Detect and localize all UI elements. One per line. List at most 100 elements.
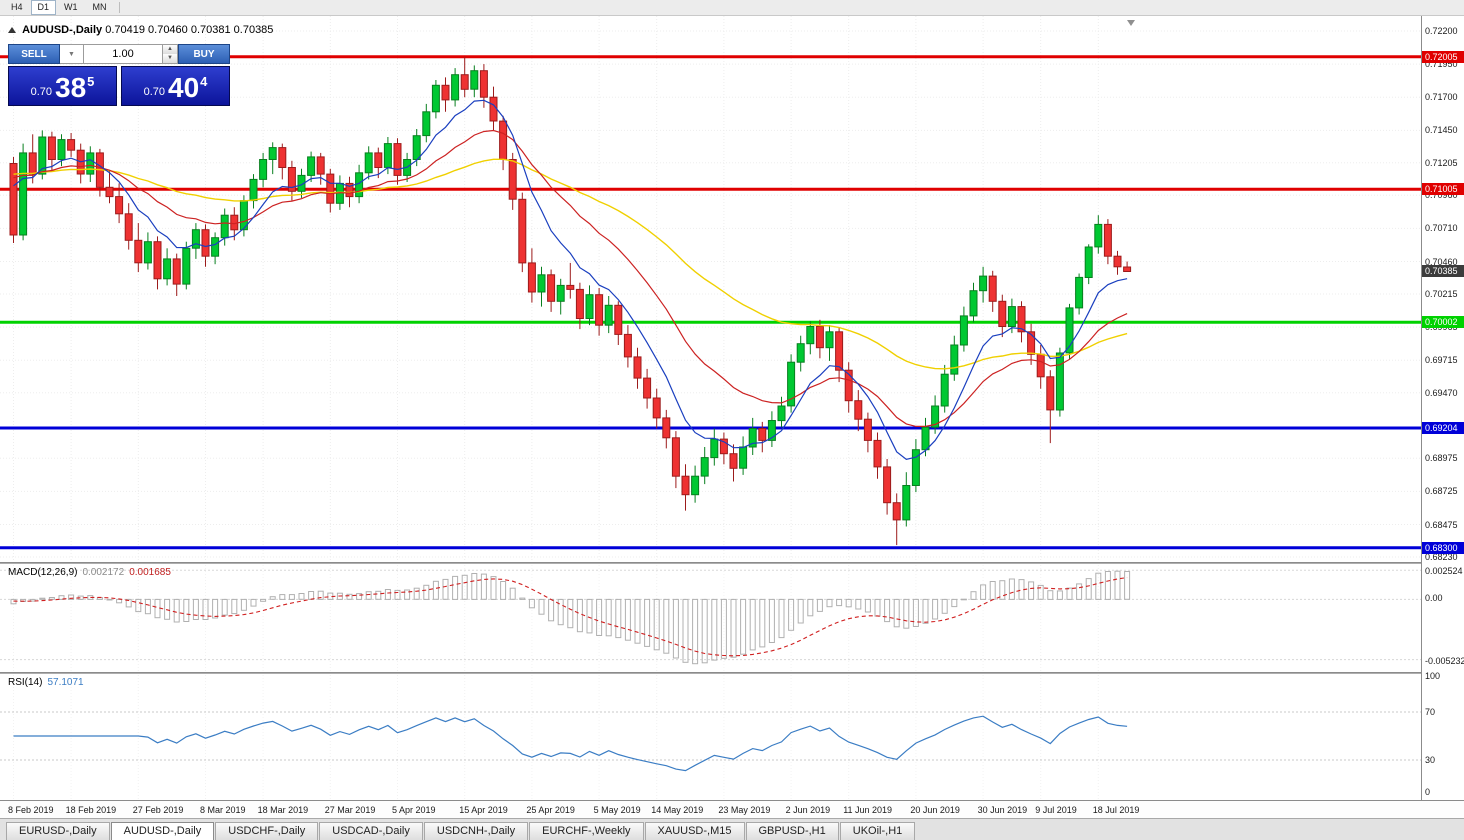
sell-price-prefix: 0.70 (30, 86, 53, 98)
date-axis-label: 5 Apr 2019 (392, 805, 436, 815)
current-price-badge: 0.70385 (1422, 265, 1464, 278)
macd-axis-zero: 0.00 (1425, 593, 1443, 604)
price-axis-tick: 0.70215 (1425, 288, 1458, 299)
date-axis-label: 27 Mar 2019 (324, 805, 376, 815)
sell-price-tile[interactable]: 0.70 38 5 (8, 66, 117, 106)
symbol-tab-eurchf-weekly[interactable]: EURCHF-,Weekly (529, 822, 644, 840)
date-axis-label: 11 Jun 2019 (843, 805, 893, 815)
volume-spinner: ▲ ▼ (163, 44, 178, 64)
date-axis-label: 2 Jun 2019 (785, 805, 831, 815)
symbol-tab-audusd-daily[interactable]: AUDUSD-,Daily (110, 822, 215, 840)
price-axis-tick: 0.71700 (1425, 92, 1458, 103)
date-axis-label: 18 Jul 2019 (1092, 805, 1140, 815)
timeframe-button-mn[interactable]: MN (92, 2, 107, 12)
sell-button[interactable]: SELL (8, 44, 60, 64)
symbol-tab-eurusd-daily[interactable]: EURUSD-,Daily (6, 822, 110, 840)
date-axis-label: 20 Jun 2019 (910, 805, 960, 815)
macd-axis-top: 0.002524 (1425, 566, 1463, 576)
rsi-axis-70: 70 (1425, 707, 1436, 717)
macd-panel-canvas[interactable] (0, 562, 1422, 672)
sell-price-sup: 5 (87, 74, 95, 89)
date-axis-label: 30 Jun 2019 (977, 805, 1028, 815)
level-price-badge: 0.72005 (1422, 50, 1464, 63)
price-axis-tick: 0.68725 (1425, 486, 1458, 497)
rsi-name: RSI(14) (8, 677, 43, 688)
chart-shift-marker-icon[interactable] (1127, 20, 1135, 26)
chart-window[interactable]: AUDUSD-,Daily 0.70419 0.70460 0.70381 0.… (0, 16, 1464, 840)
price-axis[interactable]: 0.002524 0.00 -0.0052324 100 70 30 0 0.7… (1421, 16, 1464, 800)
symbol-tab-usdcnh-daily[interactable]: USDCNH-,Daily (423, 822, 529, 840)
timeframe-button-h4[interactable]: H4 (11, 2, 23, 12)
volume-down-icon[interactable]: ▼ (163, 54, 177, 63)
symbol-tab-usdchf-daily[interactable]: USDCHF-,Daily (215, 822, 319, 840)
buy-price-sup: 4 (200, 74, 208, 89)
date-axis-label: 8 Mar 2019 (200, 805, 246, 815)
date-axis[interactable]: 8 Feb 2019 18 Feb 2019 27 Feb 2019 8 Mar 20… (0, 800, 1464, 819)
symbol-tab-usdcad-daily[interactable]: USDCAD-,Daily (319, 822, 423, 840)
panel-separator[interactable] (0, 672, 1464, 674)
volume-dropdown-icon[interactable]: ▼ (60, 44, 84, 64)
date-axis-label: 5 May 2019 (593, 805, 641, 815)
date-axis-label: 23 May 2019 (718, 805, 771, 815)
rsi-value: 57.1071 (47, 677, 84, 688)
date-axis-label: 18 Mar 2019 (257, 805, 309, 815)
rsi-axis-0: 0 (1425, 787, 1431, 797)
timeframe-button-d1[interactable]: D1 (30, 0, 57, 15)
price-axis-tick: 0.68230 (1425, 551, 1458, 562)
price-axis-tick: 0.71950 (1425, 59, 1458, 70)
macd-axis-bottom: -0.0052324 (1425, 656, 1464, 666)
price-axis-tick: 0.70710 (1425, 223, 1458, 234)
date-axis-label: 9 Jul 2019 (1035, 805, 1077, 815)
symbol-tab-xauusd-m15[interactable]: XAUUSD-,M15 (644, 822, 745, 840)
macd-value-signal: 0.001685 (129, 567, 171, 578)
macd-indicator-label: MACD(12,26,9) 0.002172 0.001685 (8, 567, 171, 578)
macd-name: MACD(12,26,9) (8, 567, 78, 578)
grid-layer (0, 16, 1422, 562)
toolbar-separator (118, 2, 120, 13)
timeframe-button-w1[interactable]: W1 (64, 2, 78, 12)
price-axis-tick: 0.72200 (1425, 25, 1458, 36)
rsi-axis-100: 100 (1425, 671, 1441, 681)
macd-histogram-layer (10, 570, 1131, 665)
price-axis-tick: 0.69470 (1425, 387, 1458, 398)
date-axis-label: 18 Feb 2019 (65, 805, 117, 815)
rsi-indicator-label: RSI(14) 57.1071 (8, 677, 84, 688)
symbol-tab-gbpusd-h1[interactable]: GBPUSD-,H1 (745, 822, 839, 840)
buy-price-tile[interactable]: 0.70 40 4 (121, 66, 230, 106)
price-axis-tick: 0.69715 (1425, 355, 1458, 366)
price-chart-canvas[interactable] (0, 16, 1422, 562)
macd-value-main: 0.002172 (82, 567, 125, 578)
date-axis-label: 27 Feb 2019 (132, 805, 184, 815)
level-lines-layer[interactable] (0, 55, 1422, 550)
level-price-badge: 0.69204 (1422, 421, 1464, 434)
date-axis-label: 8 Feb 2019 (8, 805, 54, 815)
panel-separator[interactable] (0, 562, 1464, 564)
one-click-trade-panel: SELL ▼ 1.00 ▲ ▼ BUY 0.70 38 5 0.70 40 (8, 44, 230, 106)
buy-button[interactable]: BUY (178, 44, 230, 64)
rsi-axis-30: 30 (1425, 755, 1436, 765)
chart-tab-bar: EURUSD-,Daily AUDUSD-,Daily USDCHF-,Daily U… (0, 818, 1464, 840)
level-price-badge: 0.70002 (1422, 316, 1464, 329)
price-axis-tick: 0.70460 (1425, 256, 1458, 267)
one-click-collapse-icon[interactable] (8, 27, 16, 33)
price-axis-tick: 0.71450 (1425, 125, 1458, 136)
sell-price-big: 38 (55, 72, 87, 103)
level-price-badge: 0.68300 (1422, 541, 1464, 554)
volume-up-icon[interactable]: ▲ (163, 45, 177, 54)
volume-input[interactable]: 1.00 (84, 44, 163, 64)
date-axis-label: 15 Apr 2019 (459, 805, 508, 815)
price-axis-tick: 0.68975 (1425, 453, 1458, 464)
moving-averages-layer (13, 99, 1128, 460)
price-axis-tick: 0.68475 (1425, 519, 1458, 530)
timeframe-toolbar: H4 D1 W1 MN (0, 0, 1464, 16)
price-axis-tick: 0.71205 (1425, 157, 1458, 168)
date-axis-label: 14 May 2019 (651, 805, 704, 815)
chart-ohlc-values: 0.70419 0.70460 0.70381 0.70385 (105, 24, 274, 36)
chart-symbol-label: AUDUSD-,Daily (22, 24, 103, 36)
symbol-tab-ukoil-h1[interactable]: UKOil-,H1 (839, 822, 916, 840)
level-price-badge: 0.71005 (1422, 183, 1464, 196)
date-axis-label: 25 Apr 2019 (526, 805, 575, 815)
chart-title: AUDUSD-,Daily 0.70419 0.70460 0.70381 0.… (8, 24, 273, 36)
rsi-panel-canvas[interactable] (0, 672, 1422, 800)
